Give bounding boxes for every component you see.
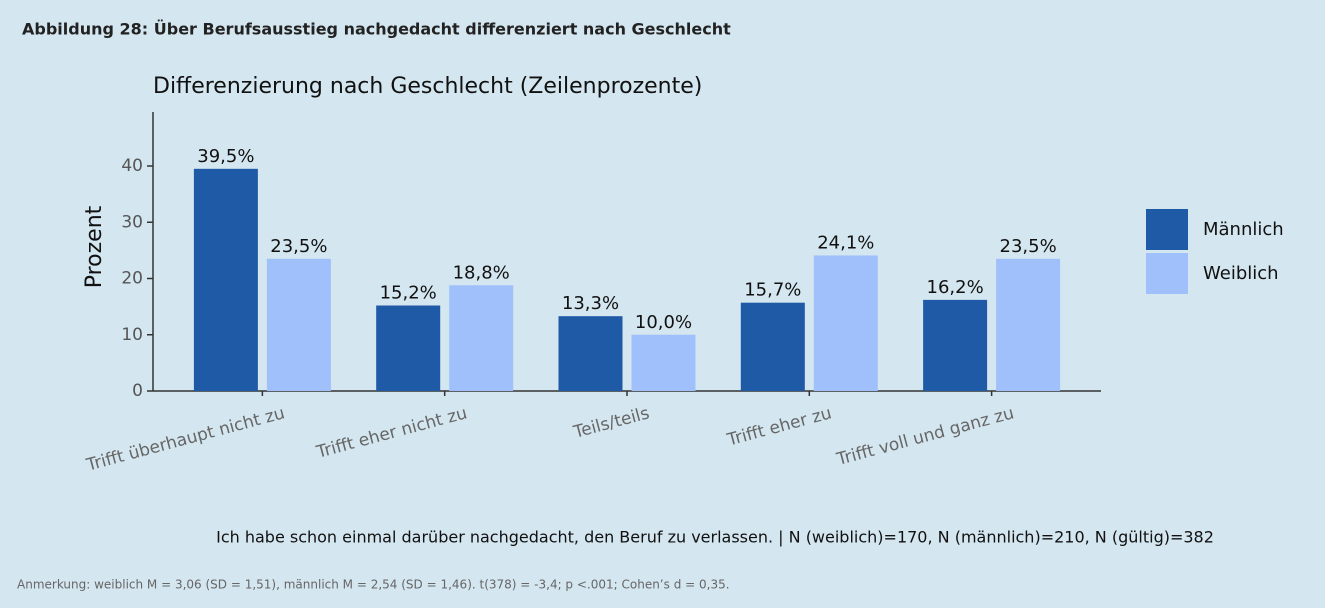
value-label: 15,2% (380, 283, 437, 304)
y-axis-label: Prozent (82, 205, 107, 288)
legend-swatch (1146, 209, 1188, 250)
y-tick-label: 0 (132, 381, 143, 401)
x-tick-label: Trifft eher zu (724, 403, 834, 450)
value-label: 23,5% (270, 236, 327, 257)
x-tick-label: Trifft voll und ganz zu (834, 403, 1016, 470)
x-tick-label: Teils/teils (571, 403, 652, 443)
y-tick-label: 10 (121, 325, 143, 345)
bar (266, 258, 331, 391)
bar (631, 334, 696, 391)
chart-title: Differenzierung nach Geschlecht (Zeilenp… (153, 74, 702, 99)
bar (813, 255, 878, 391)
y-tick-label: 30 (121, 212, 143, 232)
value-label: 24,1% (817, 232, 874, 253)
y-tick-label: 40 (121, 156, 143, 176)
bar (740, 302, 805, 391)
legend-label: Weiblich (1203, 263, 1279, 284)
value-label: 15,7% (744, 280, 801, 301)
bar (558, 316, 623, 391)
bar (923, 299, 988, 391)
bar (193, 168, 258, 391)
bar (376, 305, 441, 391)
legend-swatch (1146, 253, 1188, 294)
value-label: 13,3% (562, 293, 619, 314)
value-label: 18,8% (453, 262, 510, 283)
x-tick-label: Trifft überhaupt nicht zu (83, 403, 286, 475)
caption: Ich habe schon einmal darüber nachgedach… (216, 528, 1214, 547)
note: Anmerkung: weiblich M = 3,06 (SD = 1,51)… (17, 578, 730, 592)
bar (996, 258, 1061, 391)
value-label: 23,5% (1000, 236, 1057, 257)
x-tick-label: Trifft eher nicht zu (314, 403, 470, 463)
value-label: 16,2% (927, 277, 984, 298)
bar (449, 285, 514, 391)
value-label: 10,0% (635, 312, 692, 333)
legend-label: Männlich (1203, 219, 1284, 240)
header: Abbildung 28: Über Berufsausstieg nachge… (22, 20, 731, 39)
value-label: 39,5% (197, 146, 254, 167)
y-tick-label: 20 (121, 269, 143, 289)
